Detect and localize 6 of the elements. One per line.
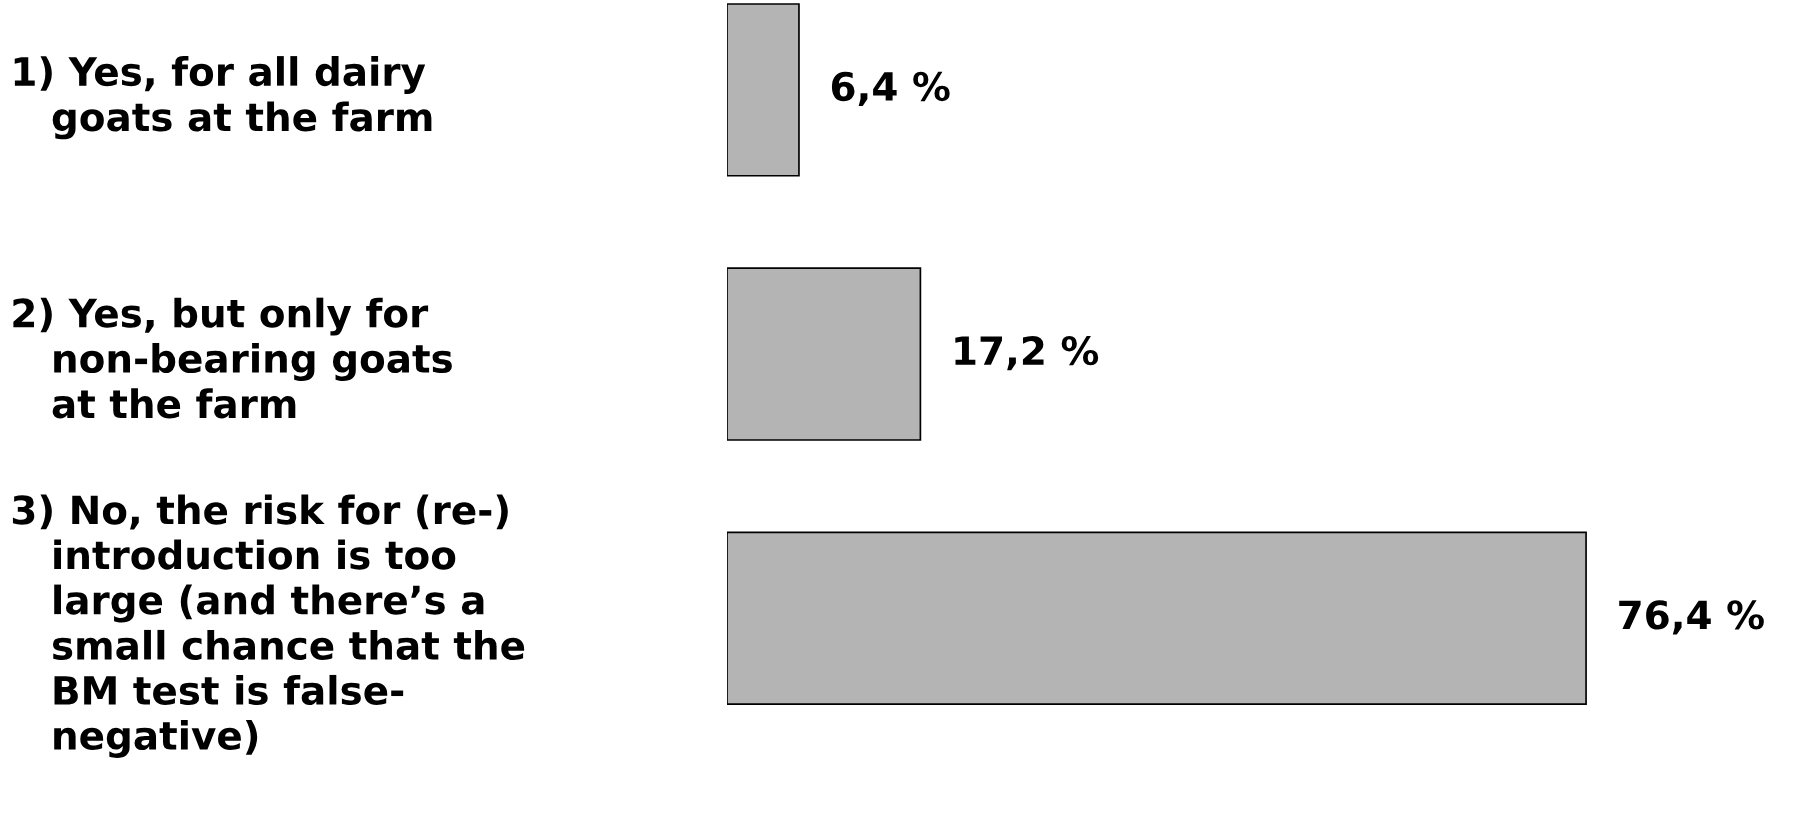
data-label: 17,2 % xyxy=(955,335,1099,371)
data-label: 6,4 % xyxy=(831,71,950,107)
y-tick-label: 1) Yes, for all dairy goats at the farm xyxy=(14,56,432,140)
y-tick-label: 3) No, the risk for (re-) introduction is too large (and there’s a small chance that the BM test is false- negative) xyxy=(12,494,525,758)
data-label: 76,4 % xyxy=(1619,600,1764,635)
y-tick-label: 2) Yes, but only for non-bearing goats at the farm xyxy=(13,297,452,419)
